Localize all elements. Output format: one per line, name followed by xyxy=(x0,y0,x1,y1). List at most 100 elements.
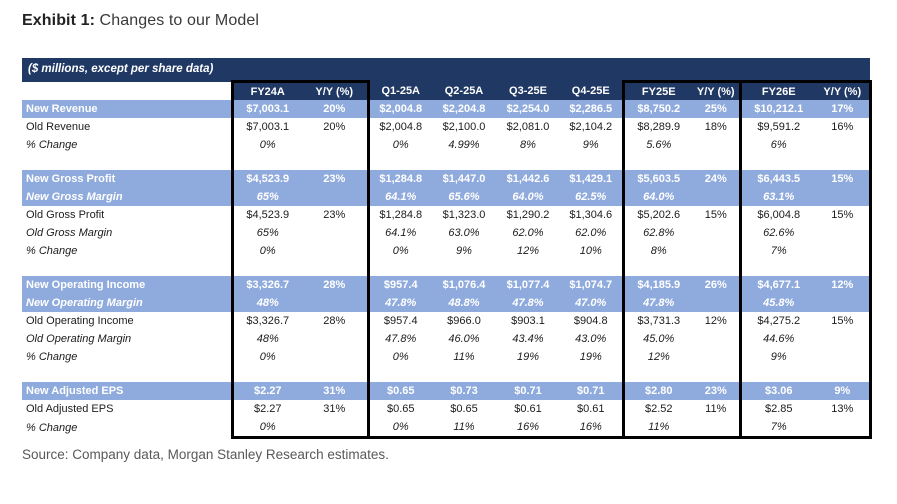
cell xyxy=(738,260,816,276)
table-row: New Operating Margin 48% 47.8% 48.8% 47.8% 47… xyxy=(22,294,872,312)
cell: 62.8% xyxy=(621,224,693,242)
cell: $4,523.9 xyxy=(230,206,302,224)
cell: 43.0% xyxy=(560,330,625,348)
row-label: % Change xyxy=(26,351,78,363)
cell xyxy=(560,366,625,382)
cell: 62.0% xyxy=(560,224,625,242)
cell: 6% xyxy=(738,136,816,154)
cell: 19% xyxy=(560,348,625,366)
cell: 64.0% xyxy=(621,188,693,206)
cell: $3,326.7 xyxy=(230,312,302,330)
cell xyxy=(302,188,370,206)
cell: 16% xyxy=(560,418,625,439)
cell: 15% xyxy=(816,206,872,224)
row-label: Old Revenue xyxy=(26,121,91,133)
cell: 65.6% xyxy=(432,188,496,206)
cell: 5.6% xyxy=(621,136,693,154)
source-note: Source: Company data, Morgan Stanley Res… xyxy=(22,447,389,462)
row-label: Old Gross Profit xyxy=(26,209,105,221)
cell: $2.27 xyxy=(230,382,302,400)
row-label: % Change xyxy=(26,245,78,257)
cell xyxy=(816,154,872,170)
units-note-row: ($ millions, except per share data) xyxy=(22,58,871,82)
cell: 19% xyxy=(516,351,540,363)
cell: 45.8% xyxy=(738,294,816,312)
cell: 24% xyxy=(693,170,742,188)
cell: 65% xyxy=(230,188,302,206)
cell xyxy=(738,154,816,170)
cell: 64.1% xyxy=(366,224,432,242)
cell: 48% xyxy=(230,330,302,348)
cell: 46.0% xyxy=(448,333,480,345)
cell: 7% xyxy=(738,242,816,260)
cell: $957.4 xyxy=(366,312,432,330)
cell: 62.6% xyxy=(738,224,816,242)
cell xyxy=(230,260,302,276)
cell: 62.5% xyxy=(560,188,625,206)
column-header-q2-25a: Q2-25A xyxy=(432,81,496,100)
cell: 45.0% xyxy=(621,330,693,348)
cell: $2,081.0 xyxy=(506,121,550,133)
cell: 11% xyxy=(432,418,496,439)
cell: 47.8% xyxy=(621,294,693,312)
cell: $2,004.8 xyxy=(366,100,432,118)
cell: 18% xyxy=(693,118,742,136)
cell: 23% xyxy=(302,170,370,188)
cell: 0% xyxy=(366,136,432,154)
cell: 31% xyxy=(302,400,370,418)
cell xyxy=(302,366,370,382)
cell: $6,443.5 xyxy=(738,170,816,188)
table-row: New Adjusted EPS $2.27 31% $0.65 $0.73 $0.71 $… xyxy=(22,382,872,400)
exhibit-title: Exhibit 1: Changes to our Model xyxy=(22,12,259,30)
row-label: % Change xyxy=(26,421,78,434)
cell: $1,304.6 xyxy=(560,206,625,224)
cell xyxy=(816,348,872,366)
cell xyxy=(432,154,496,170)
cell: 63.1% xyxy=(738,188,816,206)
cell: $0.61 xyxy=(514,403,542,415)
cell: $1,284.8 xyxy=(366,206,432,224)
cell: $0.65 xyxy=(450,403,478,415)
cell: $2,104.2 xyxy=(560,118,625,136)
cell: 11% xyxy=(453,351,475,363)
cell: $1,447.0 xyxy=(432,170,496,188)
spacer-row xyxy=(22,154,872,170)
cell: $7,003.1 xyxy=(230,118,302,136)
cell: 31% xyxy=(302,382,370,400)
cell: 0% xyxy=(230,348,302,366)
cell: 23% xyxy=(302,206,370,224)
cell: 8% xyxy=(520,139,536,151)
cell xyxy=(432,260,496,276)
cell: $9,591.2 xyxy=(738,118,816,136)
cell: 9% xyxy=(738,348,816,366)
cell xyxy=(693,154,742,170)
cell: $4,275.2 xyxy=(738,312,816,330)
cell: 26% xyxy=(693,276,742,294)
cell: 44.6% xyxy=(738,330,816,348)
row-label: New Gross Profit xyxy=(22,170,232,188)
cell: $0.65 xyxy=(366,382,432,400)
cell xyxy=(816,136,872,154)
cell: 25% xyxy=(693,100,742,118)
cell xyxy=(693,224,742,242)
table-row: Old Adjusted EPS $2.27 31% $0.65 $0.65 $0.61 $… xyxy=(22,400,872,418)
cell: 15% xyxy=(816,312,872,330)
cell: $0.65 xyxy=(366,400,432,418)
cell xyxy=(230,366,302,382)
column-header-q4-25e: Q4-25E xyxy=(560,81,625,100)
cell xyxy=(693,348,742,366)
cell: 0% xyxy=(366,242,432,260)
exhibit-title-prefix: Exhibit 1: xyxy=(22,12,96,29)
cell: $2,254.0 xyxy=(496,100,560,118)
cell xyxy=(693,242,742,260)
cell xyxy=(693,330,742,348)
cell: $957.4 xyxy=(366,276,432,294)
cell xyxy=(560,154,625,170)
cell: 65% xyxy=(230,224,302,242)
cell xyxy=(816,188,872,206)
cell: $8,750.2 xyxy=(621,100,693,118)
table-row: New Revenue $7,003.1 20% $2,004.8 $2,204.8 $2… xyxy=(22,100,872,118)
cell: $4,523.9 xyxy=(230,170,302,188)
cell: 12% xyxy=(516,245,540,257)
table-row: Old Gross Margin 65% 64.1% 63.0% 62.0% 62.0% 6… xyxy=(22,224,872,242)
